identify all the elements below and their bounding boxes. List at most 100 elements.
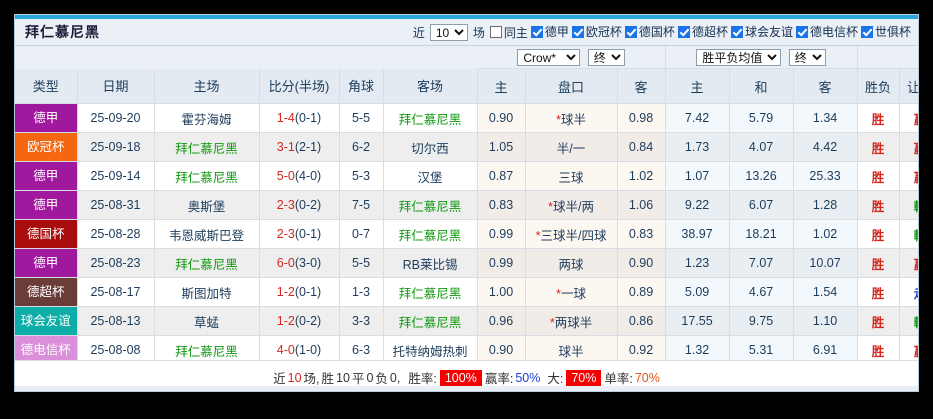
table-row[interactable]: 德国杯 25-08-28 韦恩威斯巴登 2-3(0-1) 0-7 拜仁慕尼黑 0.99 *三球… — [15, 219, 918, 249]
cell-home-team[interactable]: 拜仁慕尼黑 — [154, 161, 260, 191]
competition-checkbox-5[interactable] — [795, 25, 808, 38]
competition-filter-6[interactable]: 世俱杯 — [859, 23, 912, 40]
cell-home-team[interactable]: 霍芬海姆 — [154, 103, 260, 133]
table-row[interactable]: 德电信杯 25-08-08 拜仁慕尼黑 4-0(1-0) 6-3 托特纳姆热刺 0.90 球半… — [15, 335, 918, 360]
handicap-mark: 赢 — [914, 171, 918, 185]
cell-away-team[interactable]: 托特纳姆热刺 — [383, 335, 478, 360]
bookmaker-select[interactable]: Crow*MacauBet365 — [517, 48, 581, 66]
cell-result: 胜 — [857, 161, 900, 191]
cell-league[interactable]: 德电信杯 — [15, 335, 78, 360]
cell-eu-home-odds: 1.32 — [665, 335, 730, 360]
cell-home-team[interactable]: 草蜢 — [154, 306, 260, 336]
table-row[interactable]: 德甲 25-08-23 拜仁慕尼黑 6-0(3-0) 5-5 RB莱比锡 0.99 两球 0.9… — [15, 248, 918, 278]
filter-controls: 近 6102030 场 同主 德甲 欧冠杯 德国杯 德超杯 球会友谊 德电信杯 世俱杯 — [410, 23, 912, 41]
competition-filter-5[interactable]: 德电信杯 — [794, 23, 859, 40]
cell-result: 胜 — [857, 103, 900, 133]
cell-eu-home-odds: 38.97 — [665, 219, 730, 249]
competition-checkbox-1[interactable] — [571, 25, 584, 38]
result-mark: 胜 — [871, 257, 885, 272]
cell-home-team[interactable]: 奥斯堡 — [154, 190, 260, 220]
asian-handicap-selector-cell: Crow*MacauBet365 终初 — [477, 46, 666, 69]
table-row[interactable]: 球会友谊 25-08-13 草蜢 1-2(0-2) 3-3 拜仁慕尼黑 0.96 *两球半 0.… — [15, 306, 918, 336]
handicap-mark: 輸 — [914, 316, 918, 330]
footer-oddrate-label: 单率: — [604, 372, 633, 386]
competition-checkbox-6[interactable] — [860, 25, 873, 38]
col-header-score: 比分(半场) — [259, 68, 340, 104]
home-team-name: 斯图加特 — [181, 286, 232, 301]
footer-bigrate-value: 70% — [566, 369, 602, 386]
eu-type-select[interactable]: 胜平负均值Crow*Bet365 — [696, 48, 782, 66]
col-header-eu-home: 主 — [665, 68, 730, 104]
table-row[interactable]: 欧冠杯 25-09-18 拜仁慕尼黑 3-1(2-1) 6-2 切尔西 1.05 半/一 0.8… — [15, 132, 918, 162]
cell-ah-home-odds: 1.05 — [477, 132, 526, 162]
cell-home-team[interactable]: 韦恩威斯巴登 — [154, 219, 260, 249]
home-team-name: 拜仁慕尼黑 — [175, 141, 238, 156]
home-team-name: 奥斯堡 — [187, 199, 226, 214]
final-score: 1-2 — [276, 285, 295, 299]
footer-ahrate-label: 赢率: — [484, 372, 514, 386]
match-table-scroll-area[interactable]: Crow*MacauBet365 终初 胜平负均值Crow*Bet365 终初 … — [15, 46, 918, 360]
footer-oddrate-value: 70% — [634, 370, 660, 385]
cell-home-team[interactable]: 拜仁慕尼黑 — [154, 132, 260, 162]
competition-checkbox-0[interactable] — [530, 25, 543, 38]
table-row[interactable]: 德超杯 25-08-17 斯图加特 1-2(0-1) 1-3 拜仁慕尼黑 1.00 *一球 0.… — [15, 277, 918, 307]
ah-star-marker: * — [535, 228, 541, 243]
cell-league[interactable]: 欧冠杯 — [15, 132, 78, 162]
handicap-mark: 走 — [914, 287, 918, 301]
table-row[interactable]: 德甲 25-09-14 拜仁慕尼黑 5-0(4-0) 5-3 汉堡 0.87 三球 1.02 1.… — [15, 161, 918, 191]
competition-filter-2[interactable]: 德国杯 — [623, 23, 676, 40]
competition-filter-1[interactable]: 欧冠杯 — [570, 23, 623, 40]
cell-eu-away-odds: 6.91 — [793, 335, 858, 360]
cell-league[interactable]: 德甲 — [15, 248, 78, 278]
same-home-checkbox[interactable] — [489, 26, 502, 38]
cell-ah-away-odds: 0.83 — [617, 219, 666, 249]
cell-league[interactable]: 德甲 — [15, 103, 78, 133]
match-history-table: Crow*MacauBet365 终初 胜平负均值Crow*Bet365 终初 … — [15, 46, 918, 360]
cell-result: 胜 — [857, 132, 900, 162]
table-row[interactable]: 德甲 25-08-31 奥斯堡 2-3(0-2) 7-5 拜仁慕尼黑 0.83 *球半/两 1.… — [15, 190, 918, 220]
col-header-home: 主场 — [154, 68, 260, 104]
cell-away-team[interactable]: 拜仁慕尼黑 — [383, 306, 478, 336]
filter-same-home[interactable]: 同主 — [488, 24, 529, 41]
cell-date: 25-08-13 — [77, 306, 155, 336]
competition-checkbox-2[interactable] — [624, 25, 637, 38]
cell-away-team[interactable]: 拜仁慕尼黑 — [383, 190, 478, 220]
col-header-corner: 角球 — [339, 68, 384, 104]
cell-league[interactable]: 球会友谊 — [15, 306, 78, 336]
table-row[interactable]: 德甲 25-09-20 霍芬海姆 1-4(0-1) 5-5 拜仁慕尼黑 0.90 *球半 0.9… — [15, 103, 918, 133]
cell-away-team[interactable]: RB莱比锡 — [383, 248, 478, 278]
cell-ah-line: *三球半/四球 — [525, 219, 618, 249]
col-header-eu-away: 客 — [793, 68, 858, 104]
cell-score: 2-3(0-1) — [259, 219, 340, 249]
cell-home-team[interactable]: 斯图加特 — [154, 277, 260, 307]
competition-filter-0[interactable]: 德甲 — [529, 23, 570, 40]
result-mark: 胜 — [871, 344, 885, 359]
cell-league[interactable]: 德超杯 — [15, 277, 78, 307]
cell-league[interactable]: 德甲 — [15, 190, 78, 220]
half-score: (0-2) — [294, 314, 322, 328]
match-count-select[interactable]: 6102030 — [429, 23, 468, 41]
cell-home-team[interactable]: 拜仁慕尼黑 — [154, 335, 260, 360]
col-header-type: 类型 — [15, 68, 78, 104]
cell-away-team[interactable]: 汉堡 — [383, 161, 478, 191]
cell-away-team[interactable]: 拜仁慕尼黑 — [383, 103, 478, 133]
cell-eu-home-odds: 7.42 — [665, 103, 730, 133]
competition-checkbox-4[interactable] — [730, 25, 743, 38]
ah-period-select[interactable]: 终初 — [587, 48, 625, 66]
cell-league[interactable]: 德甲 — [15, 161, 78, 191]
cell-league[interactable]: 德国杯 — [15, 219, 78, 249]
cell-away-team[interactable]: 拜仁慕尼黑 — [383, 277, 478, 307]
cell-ah-line: 球半 — [525, 335, 618, 360]
cell-date: 25-08-23 — [77, 248, 155, 278]
competition-label-5: 德电信杯 — [809, 25, 858, 40]
cell-home-team[interactable]: 拜仁慕尼黑 — [154, 248, 260, 278]
competition-checkbox-3[interactable] — [677, 25, 690, 38]
cell-away-team[interactable]: 切尔西 — [383, 132, 478, 162]
competition-filter-4[interactable]: 球会友谊 — [729, 23, 794, 40]
eu-period-select[interactable]: 终初 — [788, 48, 826, 66]
competition-filter-3[interactable]: 德超杯 — [676, 23, 729, 40]
cell-away-team[interactable]: 拜仁慕尼黑 — [383, 219, 478, 249]
footer-loss-label: 负 — [375, 372, 388, 386]
cell-eu-home-odds: 1.73 — [665, 132, 730, 162]
away-team-name: 拜仁慕尼黑 — [398, 112, 462, 127]
